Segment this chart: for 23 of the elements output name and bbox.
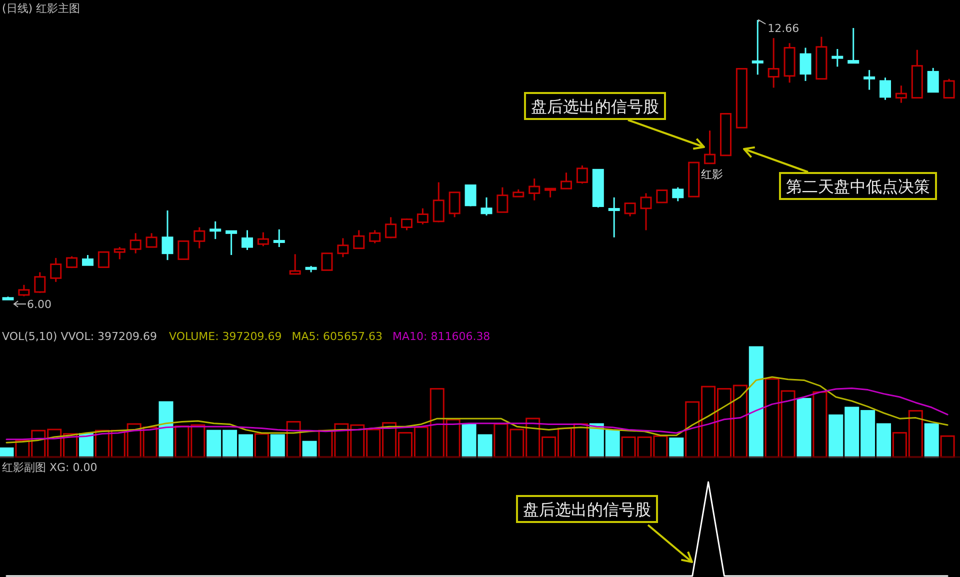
bar — [748, 346, 764, 458]
note-decision: 第二天盘中低点决策 — [779, 172, 937, 200]
bar — [924, 423, 939, 458]
note-label: 红影 — [700, 168, 723, 181]
bar — [270, 434, 285, 458]
annotation: 盘后选出的信号股 — [531, 97, 659, 116]
bar — [669, 438, 684, 458]
high-label: 12.66 — [768, 22, 800, 35]
bar — [254, 433, 269, 458]
title: VOL(5,10) VVOL: 397209.69 — [2, 330, 158, 343]
title: 红影副图 XG: 0.00 — [2, 461, 98, 474]
bar — [158, 401, 174, 458]
bar — [940, 435, 955, 458]
annotation: 盘后选出的信号股 — [523, 500, 651, 519]
note-signal: 盘后选出的信号股 — [524, 92, 666, 120]
bar — [796, 398, 812, 458]
low-label: 6.00 — [27, 298, 52, 311]
title: (日线) 红影主图 — [2, 2, 80, 15]
bar — [812, 391, 828, 458]
annotation: 第二天盘中低点决策 — [786, 177, 930, 196]
bar — [0, 447, 14, 458]
bar — [286, 421, 301, 458]
bar — [302, 440, 317, 458]
